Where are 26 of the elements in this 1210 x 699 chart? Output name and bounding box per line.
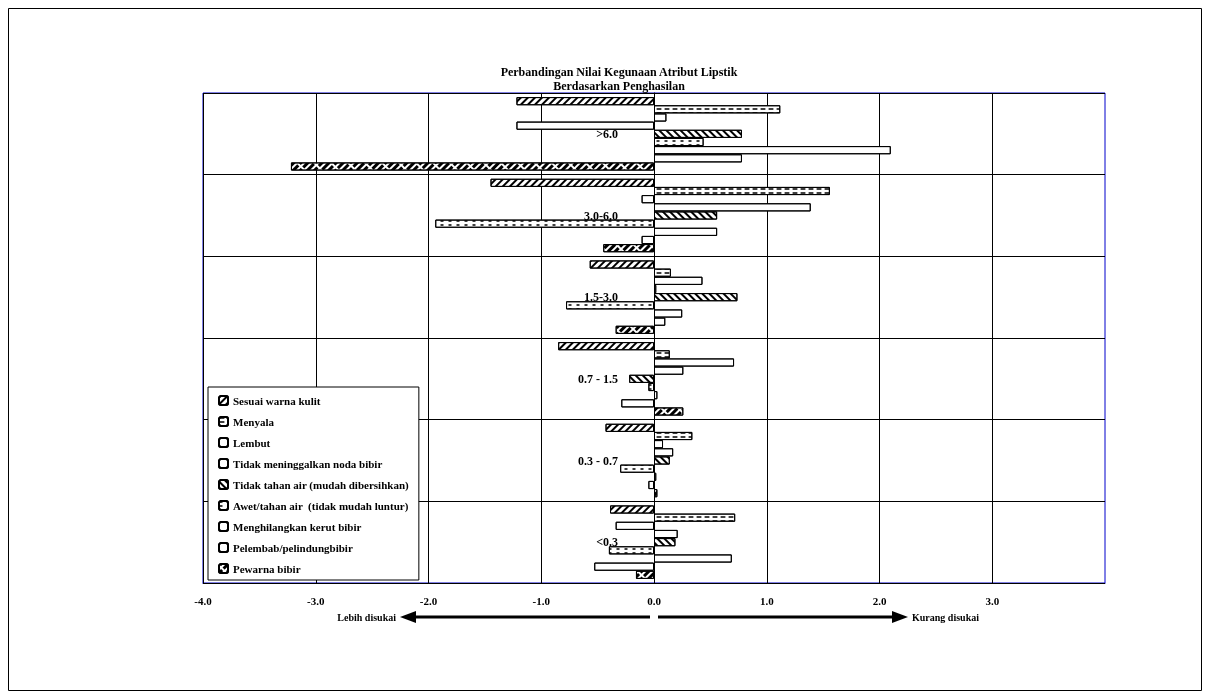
legend-label: Pewarna bibir	[233, 562, 301, 575]
y-tick-label: 1.5-3.0	[584, 290, 618, 305]
text: Lebih disukai	[337, 611, 397, 623]
x-tick-label: -1.0	[532, 594, 551, 607]
y-tick-label: 0.3 - 0.7	[578, 453, 618, 468]
legend-label: Sesuai warna kulit	[233, 394, 321, 407]
legend-label: Awet/tahan air (tidak mudah luntur)	[233, 499, 409, 513]
y-tick-label: <0.3	[596, 535, 618, 550]
legend-label: Tidak meninggalkan noda bibir	[233, 457, 383, 470]
chart-title: Perbandingan Nilai Kegunaan Atribut Lipstik Berdasarkan Penghasilan	[500, 65, 738, 93]
legend-label: Menyala	[233, 415, 275, 428]
legend-label: Tidak tahan air (mudah dibersihkan)	[233, 478, 409, 492]
x-tick-label: -4.0	[194, 594, 213, 607]
x-tick-label: 1.0	[759, 594, 775, 607]
legend-label: Lembut	[233, 436, 271, 449]
x-tick-label: 2.0	[872, 594, 887, 607]
x-tick-label: -2.0	[419, 594, 438, 607]
y-tick-label: 0.7 - 1.5	[578, 371, 618, 386]
x-tick-label: 3.0	[985, 594, 1000, 607]
x-tick-label: -3.0	[307, 594, 325, 607]
y-tick-label: >6.0	[596, 126, 618, 141]
text: Kurang disukai	[912, 611, 980, 623]
legend-label: Pelembab/pelindungbibir	[233, 541, 353, 554]
x-tick-label: 0.0	[647, 594, 662, 607]
legend-label: Menghilangkan kerut bibir	[233, 520, 362, 533]
y-tick-label: 3.0-6.0	[584, 208, 618, 223]
